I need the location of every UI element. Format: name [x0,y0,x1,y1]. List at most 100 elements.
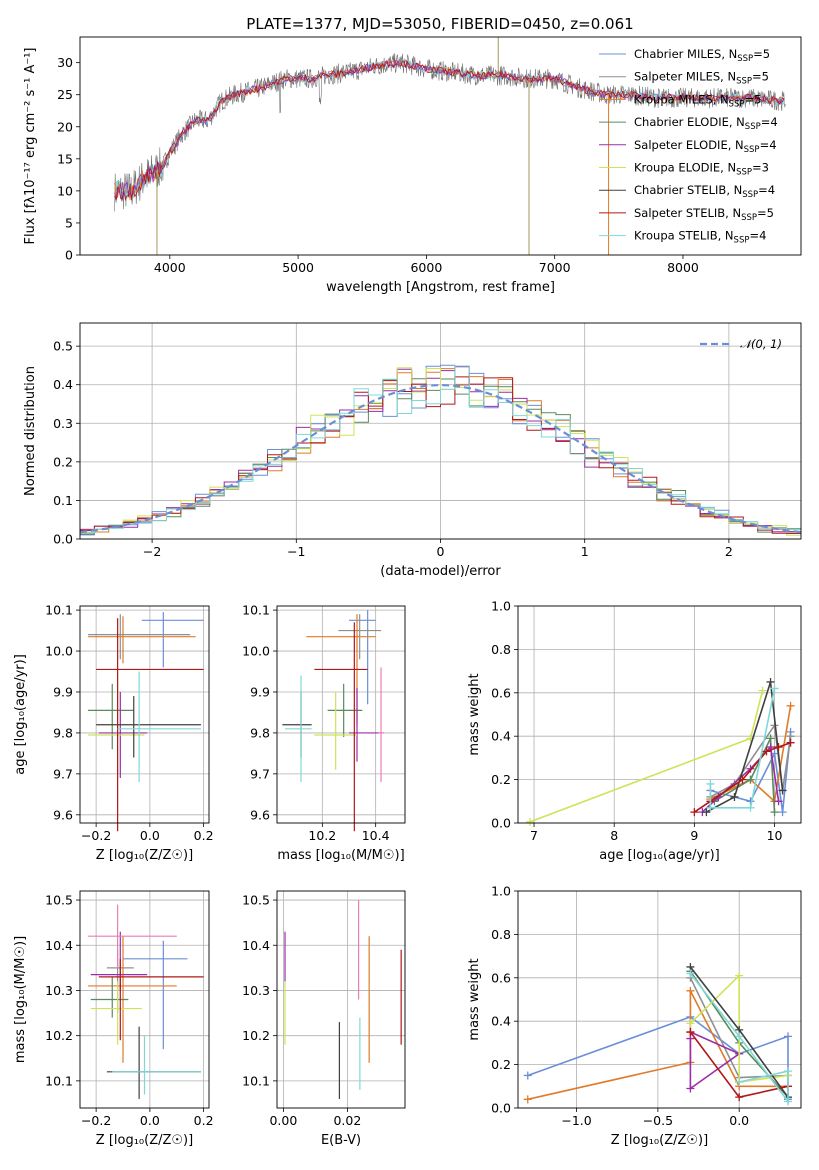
x-tick-label: 7 [530,828,538,843]
y-tick-label: 10.1 [45,1073,73,1088]
hist-legend: 𝒩(0, 1) [700,337,782,351]
x-tick-label: 5000 [282,260,314,275]
y-tick-label: 0.0 [491,1101,511,1116]
legend-suffix: =3 [752,161,769,175]
plot-marks [88,612,204,832]
legend-suffix: =5 [744,92,761,106]
y-axis-label: Flux [fλ10⁻¹⁷ erg cm⁻² s⁻¹ A⁻¹] [23,48,38,245]
y-tick-label: 10.0 [242,644,270,659]
weight-marker-kroupa_stelib [746,803,755,812]
weight-marker-kroupa_miles [786,701,795,710]
legend-sub: SSP [736,168,752,178]
chart-weight_vs_Z: −1.0 −0.5 0.0 0.0 0.2 0.4 0.6 0.8 1.0 Z [log₁₀(Z/… [467,884,802,1148]
ticks: −1.0 −0.5 0.0 0.0 0.2 0.4 0.6 0.8 1.0 [491,884,749,1129]
y-tick-label: 1.0 [491,599,511,614]
y-tick-label: 10.1 [242,1073,270,1088]
weight-marker-chabrier_miles [783,1032,792,1041]
weight-marker-chabrier_stelib [702,808,711,817]
y-tick-label: 9.9 [53,684,73,699]
weight-marker-kroupa_stelib [783,1097,792,1106]
y-tick-label: 1.0 [491,884,511,899]
plot-marks [282,610,384,832]
legend-suffix: =4 [749,229,766,243]
x-tick-label: 0.0 [729,1113,749,1128]
model-line-salpeter_elodie [114,59,785,201]
y-tick-label: 0 [65,248,73,263]
y-tick-label: 0.1 [53,493,73,508]
x-tick-label: −1 [287,544,305,559]
legend-entry: Salpeter MILES, NSSP=5 [634,70,769,87]
legend-sub: SSP [745,122,761,132]
legend-entry: Chabrier STELIB, NSSP=4 [634,183,775,200]
legend-entry: Salpeter ELODIE, NSSP=4 [634,138,777,155]
y-tick-label: 10.5 [45,893,73,908]
legend-label: Chabrier MILES, N [634,47,737,61]
plot-marks [526,677,795,826]
legend-label: Chabrier STELIB, N [634,183,742,197]
x-tick-label: 0.0 [140,1113,160,1128]
weight-marker-chabrier_elodie [770,808,779,817]
weight-line-salpeter_stelib [693,741,791,813]
ticks: −0.2 0.0 0.2 10.1 10.2 10.3 10.4 10.5 [45,893,213,1128]
y-tick-label: 0.4 [53,377,73,392]
weight-marker-chabrier_elodie [766,734,775,743]
y-tick-label: 5 [65,215,73,230]
ticks: 4000 5000 6000 7000 8000 0 5 10 15 20 25 30 [57,55,699,275]
weight-marker-chabrier_stelib [778,786,787,795]
chart-age_vs_Z: −0.2 0.0 0.2 9.6 9.7 9.8 9.9 10.0 10.1 Z [log₁₀(Z… [13,603,214,863]
weight-marker-kroupa_stelib [783,1067,792,1076]
legend-entry: Kroupa ELODIE, NSSP=3 [634,161,769,178]
y-tick-label: 0.8 [491,642,511,657]
legend-label: Kroupa STELIB, N [634,229,734,243]
weight-marker-kroupa_elodie [686,1019,695,1028]
legend-sub: SSP [729,99,745,109]
legend-sub: SSP [737,54,753,64]
y-axis-label: age [log₁₀(age/yr)] [13,654,28,775]
weight-marker-salpeter_elodie [774,797,783,806]
legend-label: Salpeter MILES, N [634,70,736,84]
axes-frame [276,890,406,1109]
y-tick-label: 0.0 [491,816,511,831]
axes-frame [79,36,802,256]
weight-marker-kroupa_miles [523,1095,532,1104]
x-tick-label: 0.2 [194,1113,214,1128]
weight-marker-kroupa_miles [686,986,695,995]
weight-marker-kroupa_stelib [770,684,779,693]
axes-frame [276,605,406,824]
x-tick-label: 6000 [410,260,442,275]
weight-line-kroupa_stelib [709,688,776,809]
y-tick-label: 10.5 [242,893,270,908]
x-tick-label: −0.5 [643,1113,673,1128]
axes-frame [517,605,802,824]
axes-frame [517,890,802,1109]
weight-line-chabrier_stelib [706,681,784,813]
chart-mass_vs_ebv: 0.00 0.02 10.1 10.2 10.3 10.4 10.5 E(B-V) [242,890,406,1148]
chart-spectrum: 4000 5000 6000 7000 8000 0 5 10 15 20 25 30 waveleng… [23,36,802,295]
legend-suffix: =5 [757,206,774,220]
y-tick-label: 9.6 [250,807,270,822]
ticks: 10.2 10.4 9.6 9.7 9.8 9.9 10.0 10.1 [242,603,389,843]
legend-sub: SSP [741,213,757,223]
x-tick-label: 1 [581,544,589,559]
legend-sub: SSP [744,145,760,155]
x-axis-label: Z [log₁₀(Z/Z☉)] [611,1133,708,1148]
plot-area [277,891,405,1108]
y-tick-label: 9.8 [53,725,73,740]
y-tick-label: 10.0 [45,644,73,659]
weight-marker-kroupa_stelib [706,803,715,812]
axes-frame [79,322,802,540]
y-tick-label: 0.4 [491,1014,511,1029]
y-tick-label: 10.2 [242,1028,270,1043]
weight-marker-salpeter_stelib [774,743,783,752]
y-axis-label: mass weight [467,958,482,1040]
chart-age_vs_mass: 10.2 10.4 9.6 9.7 9.8 9.9 10.0 10.1 mass [log₁₀(… [242,603,406,863]
legend-sub: SSP [734,236,750,246]
y-tick-label: 10.1 [45,603,73,618]
x-tick-label: 8000 [667,260,699,275]
gridlines [518,605,801,824]
ticks: −2 −1 0 1 2 0.0 0.1 0.2 0.3 0.4 0.5 [53,339,733,559]
weight-marker-kroupa_elodie [735,971,744,980]
x-axis-label: Z [log₁₀(Z/Z☉)] [96,1133,193,1148]
x-tick-label: 0.2 [194,828,214,843]
